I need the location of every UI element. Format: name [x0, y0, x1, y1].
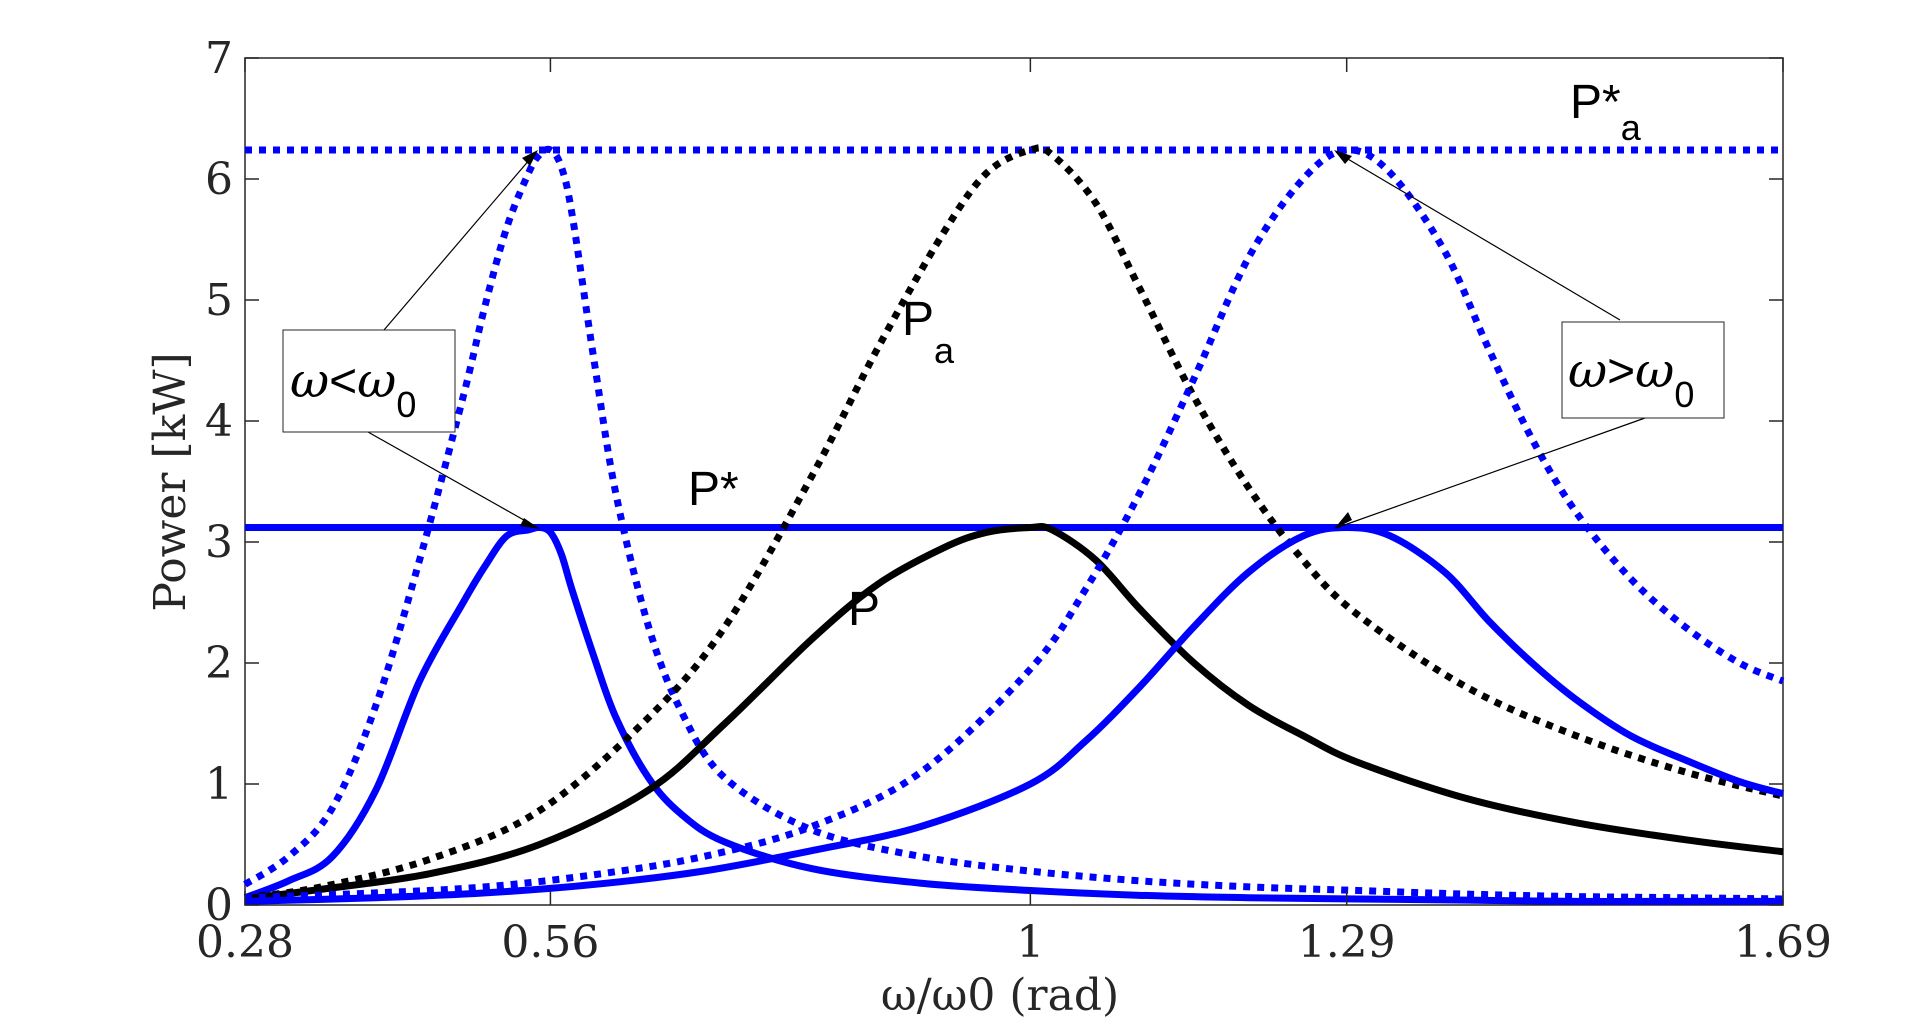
svg-text:ω<ω0: ω<ω0 — [290, 353, 416, 425]
series-p-low — [243, 523, 1783, 905]
arrowhead-high-upper — [1334, 150, 1352, 164]
plot-area: 0.28 0.56 1 1.29 1.69 0 1 2 3 4 5 6 7 — [196, 33, 1832, 968]
arrow-high-upper — [1335, 151, 1621, 321]
label-p-a: Pa — [902, 293, 955, 371]
less-than-sign: < — [329, 355, 357, 408]
y-tick-label: 7 — [205, 33, 233, 84]
y-tick-label: 2 — [205, 638, 233, 689]
omega0-symbol: ω — [1635, 343, 1674, 399]
series-p-mid — [244, 523, 1784, 903]
y-tick-label: 6 — [205, 154, 233, 205]
series-layer — [243, 144, 1785, 905]
arrowhead-high-lower — [1334, 512, 1352, 529]
arrow-high-lower — [1335, 417, 1646, 529]
greater-than-sign: > — [1607, 345, 1635, 398]
arrowhead-low-upper — [522, 150, 538, 166]
arrowheads — [520, 150, 1352, 529]
ticks-layer: 0.28 0.56 1 1.29 1.69 0 1 2 3 4 5 6 7 — [196, 33, 1832, 968]
y-tick-label: 5 — [205, 275, 233, 326]
x-axis-label: ω/ω0 (rad) — [881, 970, 1119, 1021]
x-tick-label: 1 — [1016, 917, 1044, 968]
omega-less-box: ω<ω0 — [282, 329, 456, 433]
series-pa-mid — [244, 144, 1784, 902]
label-p-star: P* — [688, 463, 739, 516]
series-pa-high — [244, 146, 1785, 902]
arrowhead-low-lower — [520, 518, 540, 529]
y-tick-label: 3 — [205, 517, 233, 568]
omega-symbol: ω — [1568, 343, 1607, 399]
x-tick-label: 1.69 — [1734, 917, 1832, 968]
svg-text:ω>ω0: ω>ω0 — [1568, 343, 1694, 415]
annotation-arrows — [367, 151, 1646, 529]
x-tick-label: 0.28 — [196, 917, 294, 968]
series-p-high — [244, 523, 1784, 905]
omega0-subscript: 0 — [1674, 374, 1694, 415]
arrow-low-lower — [367, 431, 539, 529]
omega0-subscript: 0 — [396, 384, 416, 425]
y-tick-label: 0 — [205, 880, 233, 931]
y-axis-label: Power [kW] — [145, 352, 196, 611]
series-pa-low — [243, 145, 1784, 903]
axes-box — [244, 57, 1784, 906]
omega-greater-box: ω>ω0 — [1561, 321, 1725, 419]
arrow-low-upper — [383, 151, 537, 331]
y-tick-label: 1 — [205, 759, 233, 810]
x-tick-label: 0.56 — [501, 917, 599, 968]
label-p-star-a: P*a — [1570, 76, 1642, 148]
label-p: P — [848, 583, 880, 636]
x-tick-label: 1.29 — [1298, 917, 1396, 968]
omega-symbol: ω — [290, 353, 329, 409]
y-tick-label: 4 — [205, 396, 233, 447]
omega0-symbol: ω — [357, 353, 396, 409]
